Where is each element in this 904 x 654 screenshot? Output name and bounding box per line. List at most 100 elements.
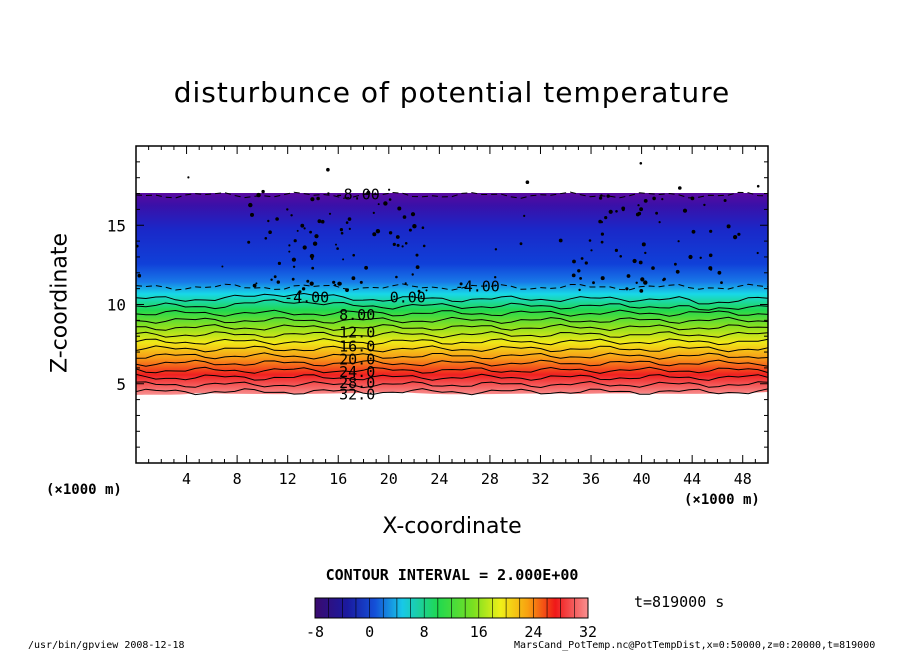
- noise-point: [621, 206, 626, 211]
- noise-point: [137, 273, 142, 278]
- x-tick-label: 20: [380, 470, 398, 488]
- noise-point: [639, 289, 644, 293]
- noise-point: [652, 196, 656, 201]
- noise-point: [641, 242, 646, 247]
- noise-point: [221, 265, 224, 268]
- x-tick-label: 36: [582, 470, 600, 488]
- noise-point: [392, 242, 396, 246]
- noise-point: [572, 259, 576, 264]
- noise-point: [625, 287, 629, 291]
- contour-label: 28.0: [339, 374, 375, 392]
- z-unit-label: (×1000 m): [46, 482, 122, 498]
- noise-point: [635, 212, 640, 217]
- colorbar-ticks: -8 0 8 16 24 32: [306, 623, 597, 641]
- noise-point: [316, 196, 320, 201]
- contour-label: 20.0: [339, 350, 375, 368]
- time-label: t=819000 s: [634, 593, 725, 611]
- noise-point: [338, 282, 342, 286]
- contour-line: [136, 309, 768, 317]
- noise-point: [404, 242, 408, 245]
- noise-point: [328, 212, 332, 215]
- noise-point: [332, 280, 336, 284]
- x-tick-label: 40: [633, 470, 651, 488]
- noise-point: [408, 228, 412, 232]
- x-tick-label: 12: [279, 470, 297, 488]
- noise-point: [626, 274, 631, 278]
- noise-point: [691, 229, 696, 234]
- noise-point: [643, 199, 648, 203]
- noise-point: [703, 203, 706, 207]
- noise-points: [136, 162, 760, 294]
- noise-point: [345, 221, 349, 224]
- noise-point: [288, 244, 291, 247]
- noise-point: [401, 245, 404, 248]
- contour-label: 32.0: [339, 385, 375, 403]
- contour-line: [136, 359, 768, 367]
- noise-point: [306, 279, 310, 283]
- contour-label: -4.00: [284, 289, 329, 307]
- contour-line: [136, 352, 768, 360]
- contour-line: [136, 331, 768, 339]
- noise-point: [412, 224, 417, 229]
- contour-label: 24.0: [339, 363, 375, 381]
- noise-point: [726, 224, 731, 229]
- noise-point: [525, 180, 530, 184]
- noise-point: [600, 232, 605, 236]
- noise-point: [309, 230, 312, 234]
- noise-point: [756, 184, 760, 188]
- x-axis: 4 8 12 16 20 24 28 32 36 40 44 48: [148, 146, 756, 488]
- noise-point: [291, 257, 296, 262]
- noise-point: [588, 239, 592, 242]
- noise-point: [599, 196, 603, 200]
- colorbar-tick-label: 32: [579, 623, 597, 641]
- x-tick-label: 48: [734, 470, 752, 488]
- noise-point: [302, 245, 307, 250]
- noise-point: [348, 227, 351, 230]
- noise-point: [577, 269, 581, 273]
- noise-point: [395, 235, 400, 239]
- noise-point: [317, 219, 322, 224]
- noise-point: [290, 214, 293, 217]
- noise-point: [494, 248, 498, 251]
- chart-title: disturbunce of potential temperature: [173, 76, 731, 109]
- noise-point: [756, 251, 759, 255]
- noise-point: [674, 262, 677, 266]
- noise-point: [291, 277, 295, 281]
- noise-point: [334, 283, 337, 287]
- noise-point: [388, 231, 393, 235]
- noise-point: [598, 219, 602, 224]
- colorbar-dividers: [328, 598, 575, 618]
- noise-point: [637, 204, 640, 207]
- noise-point: [717, 270, 722, 275]
- x-tick-label: 44: [683, 470, 701, 488]
- contour-label: 16.0: [339, 338, 375, 356]
- noise-point: [336, 247, 339, 250]
- contour-line: [136, 388, 768, 396]
- x-tick-label: 24: [430, 470, 448, 488]
- noise-point: [571, 273, 576, 278]
- noise-point: [619, 254, 622, 258]
- noise-point: [277, 261, 281, 265]
- noise-point: [255, 282, 258, 285]
- noise-point: [644, 251, 647, 255]
- noise-point: [372, 211, 375, 214]
- contour-line: [136, 191, 768, 199]
- noise-point: [709, 229, 713, 233]
- y-axis-label: Z-coordinate: [47, 233, 73, 373]
- noise-point: [422, 244, 426, 248]
- noise-point: [366, 190, 371, 195]
- noise-point: [264, 237, 268, 240]
- noise-point: [388, 198, 392, 201]
- x-tick-label: 8: [233, 470, 242, 488]
- noise-point: [402, 215, 407, 219]
- noise-point: [580, 257, 584, 260]
- noise-point: [635, 281, 638, 284]
- noise-point: [339, 228, 343, 232]
- noise-point: [383, 201, 388, 206]
- noise-point: [296, 229, 299, 232]
- colorbar-tick-label: -8: [306, 623, 324, 641]
- noise-point: [425, 289, 428, 292]
- noise-point: [415, 265, 420, 269]
- noise-point: [248, 202, 253, 208]
- contour-label-group: -8.00 -4.00 -4.00 0.00 8.0012.016.020.024.02…: [284, 186, 500, 404]
